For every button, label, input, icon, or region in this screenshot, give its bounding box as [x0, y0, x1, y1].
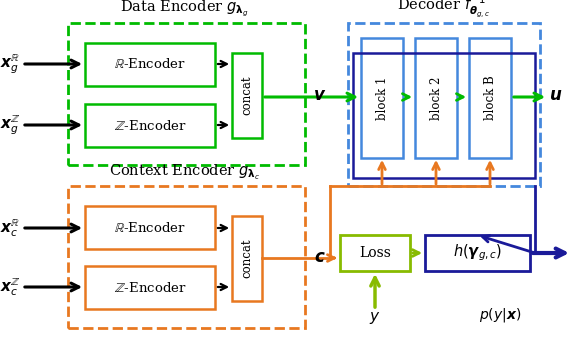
Text: Context Encoder $g_{\boldsymbol{\lambda}_c}$: Context Encoder $g_{\boldsymbol{\lambda}… — [109, 163, 260, 182]
Bar — [353, 53, 535, 178]
Text: concat: concat — [241, 76, 253, 115]
Bar — [425, 235, 530, 271]
Text: $\mathbb{Z}$-Encoder: $\mathbb{Z}$-Encoder — [114, 119, 186, 133]
Text: $\boldsymbol{c}$: $\boldsymbol{c}$ — [314, 250, 326, 267]
Text: $\mathbb{R}$-Encoder: $\mathbb{R}$-Encoder — [114, 221, 186, 235]
Text: $\boldsymbol{x}_c^{\mathbb{R}}$: $\boldsymbol{x}_c^{\mathbb{R}}$ — [0, 217, 20, 239]
Text: $\boldsymbol{v}$: $\boldsymbol{v}$ — [313, 87, 327, 103]
Text: $\boldsymbol{x}_g^{\mathbb{Z}}$: $\boldsymbol{x}_g^{\mathbb{Z}}$ — [0, 113, 20, 137]
Bar — [415, 38, 457, 158]
Text: block 2: block 2 — [430, 76, 443, 120]
Text: $p(y|\boldsymbol{x})$: $p(y|\boldsymbol{x})$ — [479, 306, 521, 324]
Text: $y$: $y$ — [369, 310, 381, 326]
Bar — [68, 23, 305, 165]
Bar — [85, 104, 215, 147]
Bar — [232, 53, 262, 138]
Text: Data Encoder $g_{\boldsymbol{\lambda}_g}$: Data Encoder $g_{\boldsymbol{\lambda}_g}… — [120, 0, 249, 19]
Text: $\boldsymbol{u}$: $\boldsymbol{u}$ — [549, 87, 563, 103]
Bar — [85, 43, 215, 86]
Bar — [85, 206, 215, 249]
Text: Decoder $f^{-1}_{\boldsymbol{\theta}_{g,c}}$: Decoder $f^{-1}_{\boldsymbol{\theta}_{g,… — [397, 0, 491, 19]
Bar — [348, 23, 540, 186]
Text: $h(\boldsymbol{\gamma}_{g,c})$: $h(\boldsymbol{\gamma}_{g,c})$ — [453, 243, 502, 263]
Text: $\mathbb{R}$-Encoder: $\mathbb{R}$-Encoder — [114, 57, 186, 71]
Text: $\boldsymbol{x}_c^{\mathbb{Z}}$: $\boldsymbol{x}_c^{\mathbb{Z}}$ — [0, 276, 20, 298]
Text: block B: block B — [484, 76, 496, 120]
Text: block 1: block 1 — [375, 76, 389, 120]
Text: Loss: Loss — [359, 246, 391, 260]
Text: $\mathbb{Z}$-Encoder: $\mathbb{Z}$-Encoder — [114, 280, 186, 294]
Bar — [85, 266, 215, 309]
Bar — [340, 235, 410, 271]
Text: concat: concat — [241, 239, 253, 278]
Bar — [361, 38, 403, 158]
Text: $\boldsymbol{x}_g^{\mathbb{R}}$: $\boldsymbol{x}_g^{\mathbb{R}}$ — [0, 52, 20, 76]
Bar — [469, 38, 511, 158]
Bar — [68, 186, 305, 328]
Bar — [232, 216, 262, 301]
